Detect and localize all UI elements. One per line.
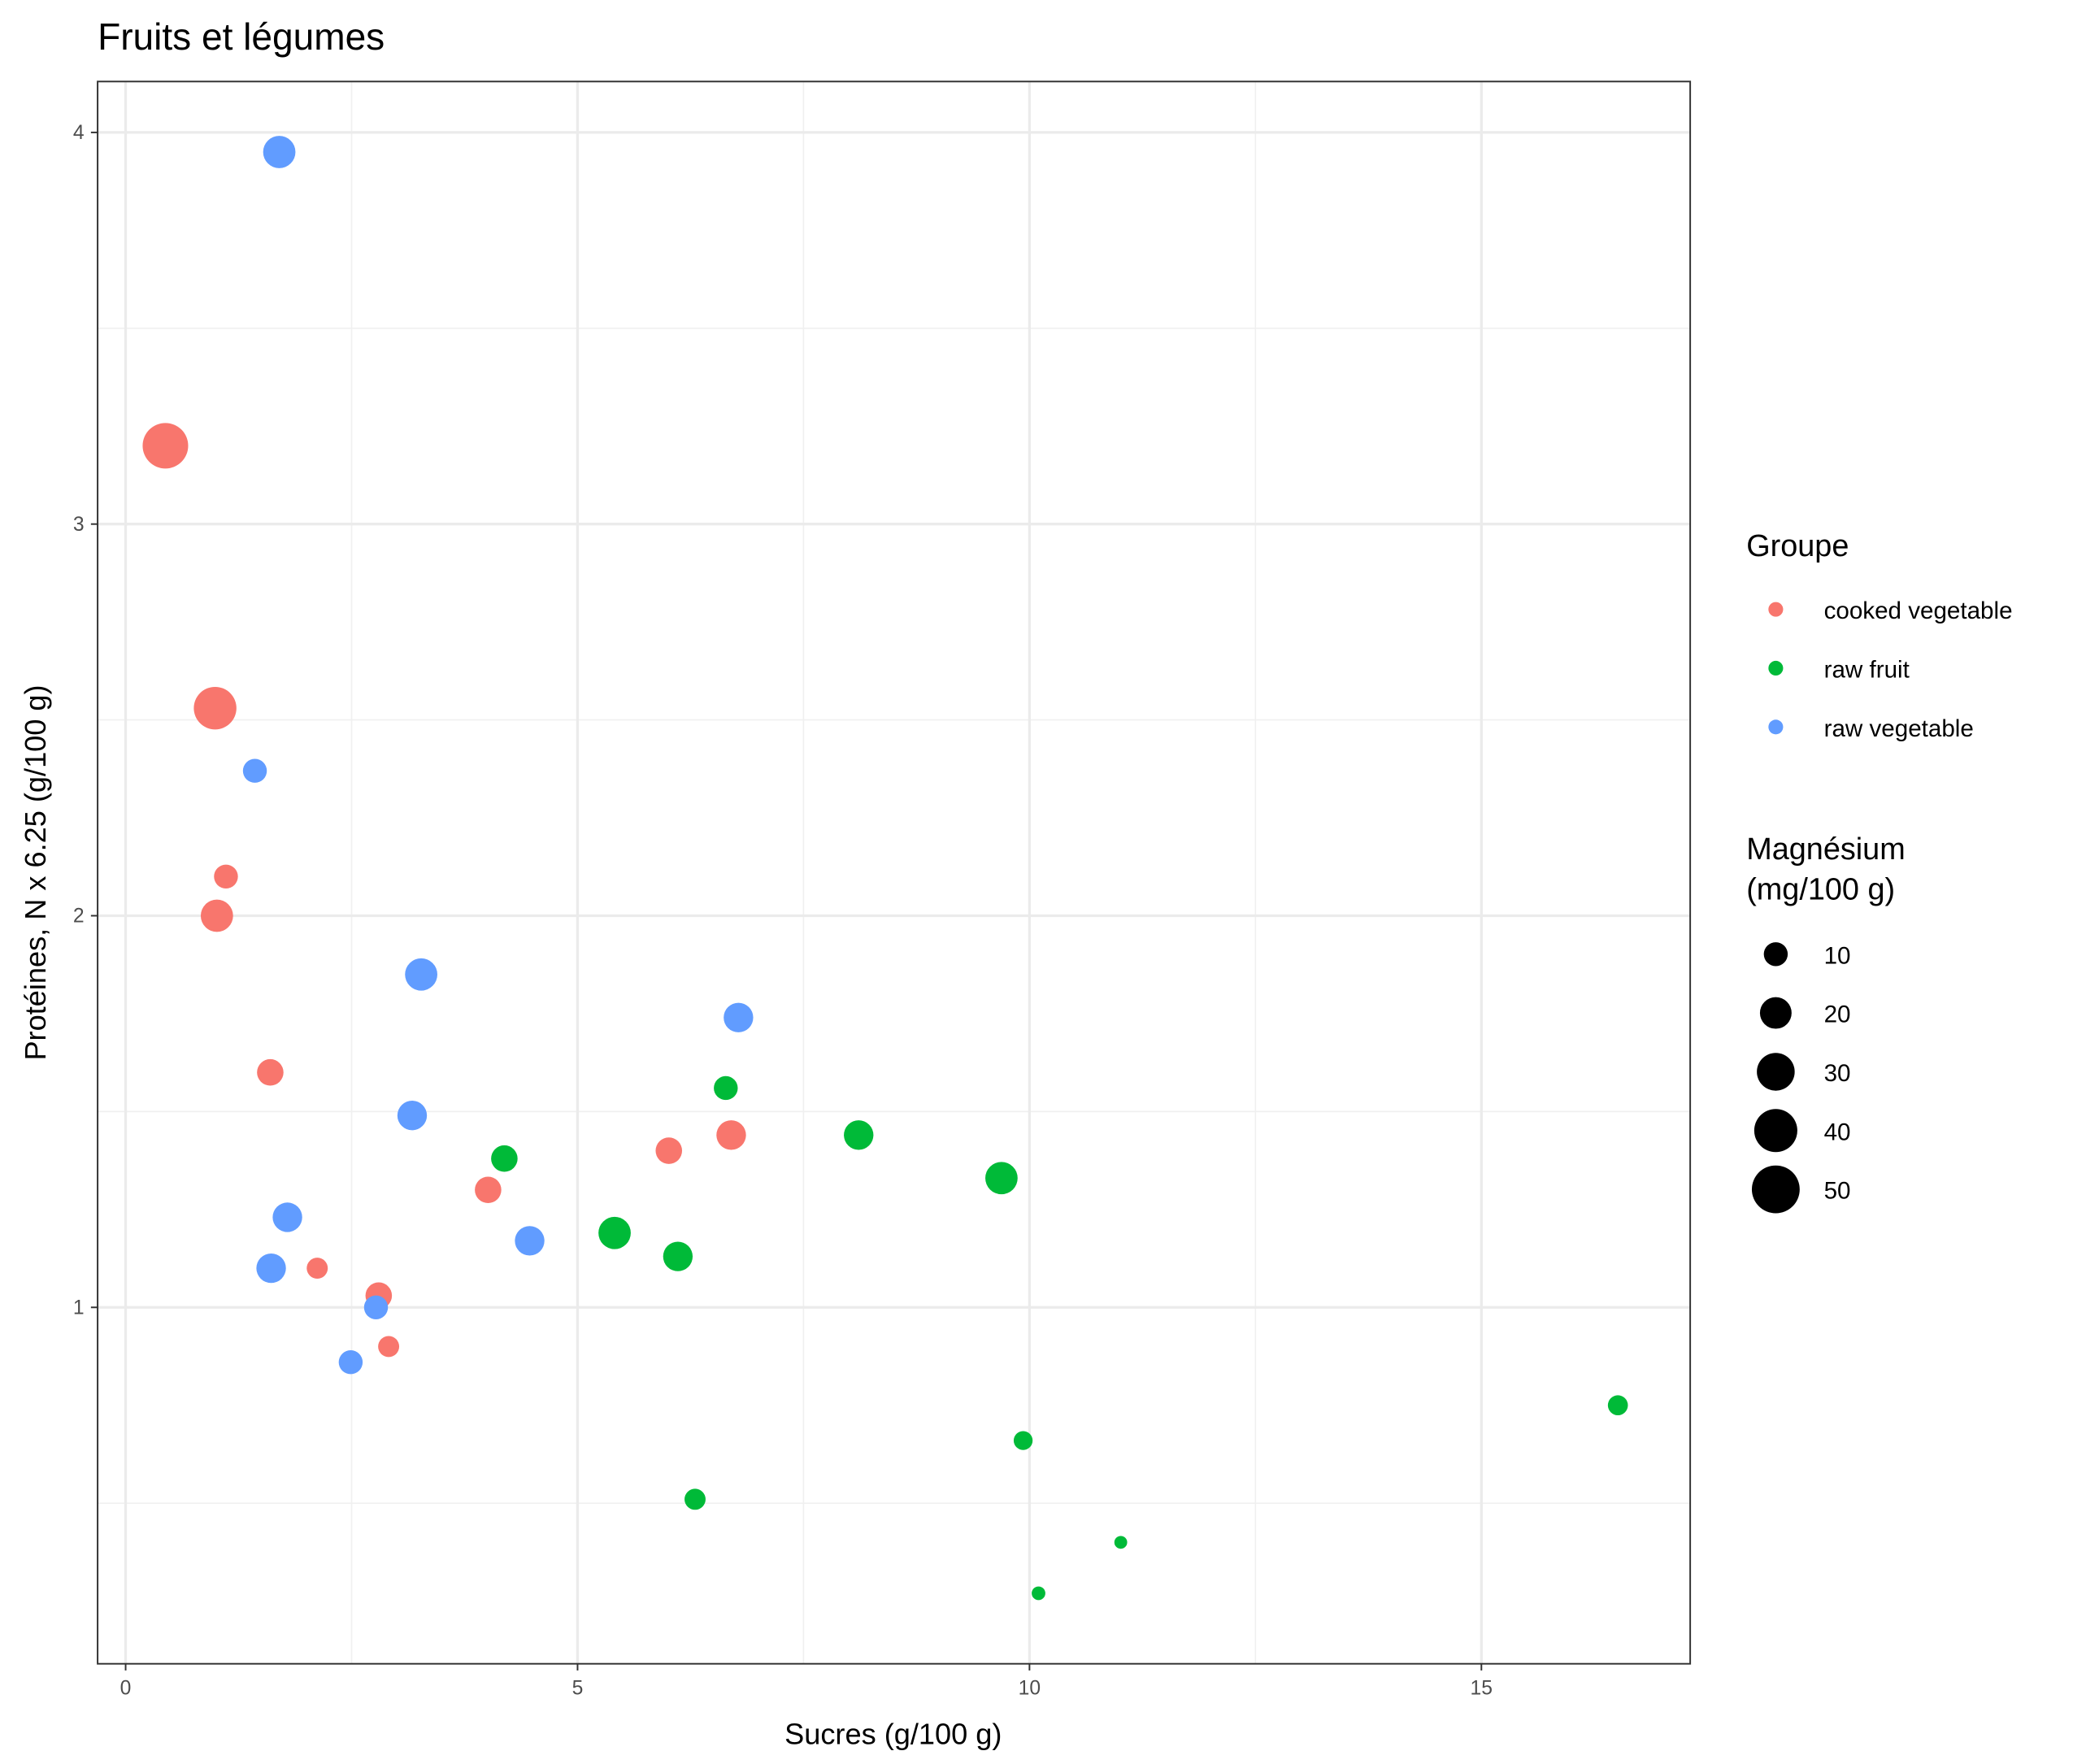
legend-color-key xyxy=(1768,602,1784,617)
data-point-cooked-vegetable xyxy=(200,899,233,932)
data-point-raw-fruit xyxy=(714,1075,738,1101)
legend-size-label: 20 xyxy=(1824,1001,1851,1028)
data-point-cooked-vegetable xyxy=(716,1120,746,1150)
plot-panel-border xyxy=(97,80,1692,1665)
y-tick-label: 4 xyxy=(73,122,85,144)
y-axis-title: Protéines, N x 6.25 (g/100 g) xyxy=(19,684,52,1060)
data-point-raw-vegetable xyxy=(263,136,296,168)
data-point-raw-fruit xyxy=(1013,1431,1033,1450)
legend-size-key xyxy=(1757,1053,1795,1091)
data-point-cooked-vegetable xyxy=(306,1258,328,1280)
x-tick-label: 10 xyxy=(1019,1678,1041,1700)
data-point-raw-vegetable xyxy=(405,958,437,991)
x-tick-label: 0 xyxy=(120,1678,132,1700)
data-point-raw-fruit xyxy=(1032,1586,1045,1601)
data-point-raw-vegetable xyxy=(242,758,267,783)
data-point-raw-fruit xyxy=(1607,1395,1628,1416)
data-point-cooked-vegetable xyxy=(193,686,237,730)
data-point-raw-fruit xyxy=(663,1241,693,1271)
data-point-raw-fruit xyxy=(684,1488,706,1510)
legend-color-key xyxy=(1768,719,1784,735)
data-point-cooked-vegetable xyxy=(378,1336,400,1358)
x-tick-label: 15 xyxy=(1471,1678,1493,1700)
data-point-raw-fruit xyxy=(844,1120,874,1150)
data-point-cooked-vegetable xyxy=(142,423,189,469)
points xyxy=(142,136,1628,1601)
data-point-raw-fruit xyxy=(1114,1536,1128,1549)
legend-size-title-line1: Magnésium xyxy=(1746,832,1906,867)
legend-size-label: 40 xyxy=(1824,1119,1851,1145)
legend-color-label: cooked vegetable xyxy=(1824,597,2013,624)
legend-size-label: 10 xyxy=(1824,942,1851,969)
y-tick-label: 3 xyxy=(73,514,85,536)
x-axis-title: Sucres (g/100 g) xyxy=(784,1717,1002,1750)
data-point-raw-vegetable xyxy=(397,1101,428,1131)
legend-size-key xyxy=(1763,942,1788,967)
data-point-raw-fruit xyxy=(491,1145,518,1172)
data-point-raw-fruit xyxy=(598,1216,631,1249)
chart-title: Fruits et légumes xyxy=(98,15,385,58)
legend-size-label: 50 xyxy=(1824,1178,1851,1205)
data-point-cooked-vegetable xyxy=(257,1058,284,1086)
data-point-raw-vegetable xyxy=(515,1226,545,1256)
data-point-raw-vegetable xyxy=(338,1350,363,1375)
data-point-raw-fruit xyxy=(985,1162,1018,1195)
data-point-cooked-vegetable xyxy=(475,1176,502,1204)
data-point-cooked-vegetable xyxy=(655,1137,683,1164)
data-point-raw-vegetable xyxy=(363,1295,389,1319)
data-point-raw-vegetable xyxy=(256,1253,286,1284)
axis-ticks: 0 5 10 15 1 2 3 4 xyxy=(73,122,1493,1699)
y-tick-label: 1 xyxy=(73,1297,85,1319)
data-point-cooked-vegetable xyxy=(214,864,238,889)
legend-size-key xyxy=(1754,1109,1797,1153)
legend-color-key xyxy=(1768,660,1784,676)
x-tick-label: 5 xyxy=(572,1678,584,1700)
data-point-raw-vegetable xyxy=(724,1002,754,1032)
plot-background xyxy=(98,81,1691,1664)
legend-color-title: Groupe xyxy=(1746,529,1849,563)
legend-size-title-line2: (mg/100 g) xyxy=(1746,872,1895,906)
legend: Groupe Magnésium (mg/100 g) cooked veget… xyxy=(1746,529,2013,1214)
grid xyxy=(98,81,1691,1664)
legend-size-key xyxy=(1751,1165,1800,1214)
legend-color-label: raw fruit xyxy=(1824,656,1910,683)
data-point-raw-vegetable xyxy=(272,1202,302,1232)
legend-color-label: raw vegetable xyxy=(1824,715,1974,742)
y-tick-label: 2 xyxy=(73,906,85,928)
legend-size-key xyxy=(1759,997,1792,1029)
legend-size-label: 30 xyxy=(1824,1060,1851,1087)
